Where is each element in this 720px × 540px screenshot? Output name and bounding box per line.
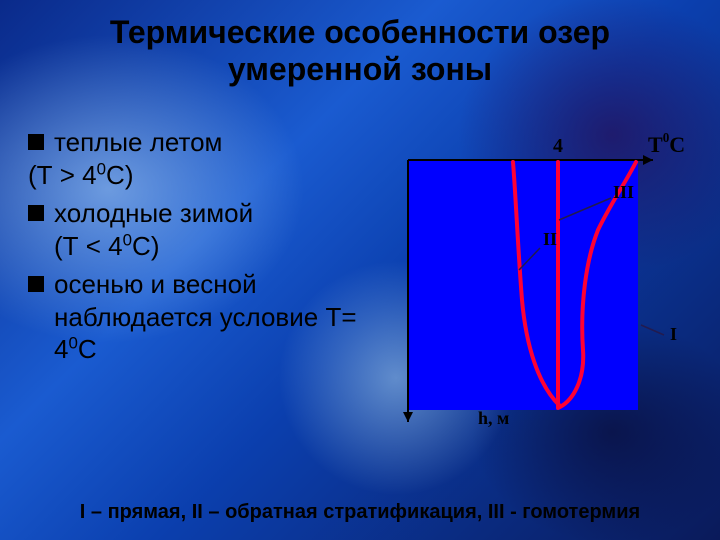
bullet-3-main: осенью и весной наблюдается условие Т= 4 <box>54 269 357 364</box>
title-line-1: Термические особенности озер <box>110 14 610 50</box>
bullet-1-sub-post: С) <box>106 160 133 190</box>
bullet-marker-icon <box>28 134 44 150</box>
bullet-3-sup: 0 <box>68 333 77 352</box>
bullet-3-post: С <box>78 334 97 364</box>
svg-text:I: I <box>670 324 677 344</box>
bullet-2: холодные зимой (Т < 40С) <box>28 197 368 262</box>
legend-text: I – прямая, II – обратная стратификация,… <box>0 501 720 524</box>
svg-text:h, м: h, м <box>478 408 509 428</box>
chart-svg: IIIIII4Т0Сh, м <box>388 130 688 430</box>
bullet-3-text: осенью и весной наблюдается условие Т= 4… <box>54 268 368 366</box>
bullet-1-sub: (Т > 40С) <box>28 159 368 192</box>
bullet-list: теплые летом (Т > 40С) холодные зимой (Т… <box>28 126 368 372</box>
bullet-1-sup: 0 <box>97 159 106 178</box>
slide-root: Термические особенности озер умеренной з… <box>0 0 720 540</box>
bullet-2-sub-post: С) <box>132 231 159 261</box>
svg-text:II: II <box>543 229 557 249</box>
bullet-marker-icon <box>28 205 44 221</box>
bullet-2-sub-pre: (Т < 4 <box>54 231 123 261</box>
svg-text:4: 4 <box>553 135 563 157</box>
bullet-1: теплые летом (Т > 40С) <box>28 126 368 191</box>
slide-title: Термические особенности озер умеренной з… <box>0 14 720 88</box>
title-line-2: умеренной зоны <box>228 51 492 87</box>
chart: IIIIII4Т0Сh, м <box>388 130 688 435</box>
svg-text:III: III <box>613 182 634 202</box>
bullet-marker-icon <box>28 276 44 292</box>
bullet-2-sub: (Т < 40С) <box>54 230 368 263</box>
bullet-2-sup: 0 <box>123 230 132 249</box>
bullet-1-sub-pre: (Т > 4 <box>28 160 97 190</box>
bullet-2-text: холодные зимой <box>54 197 253 230</box>
bullet-1-text: теплые летом <box>54 126 222 159</box>
svg-text:Т0С: Т0С <box>648 130 685 157</box>
bullet-3: осенью и весной наблюдается условие Т= 4… <box>28 268 368 366</box>
